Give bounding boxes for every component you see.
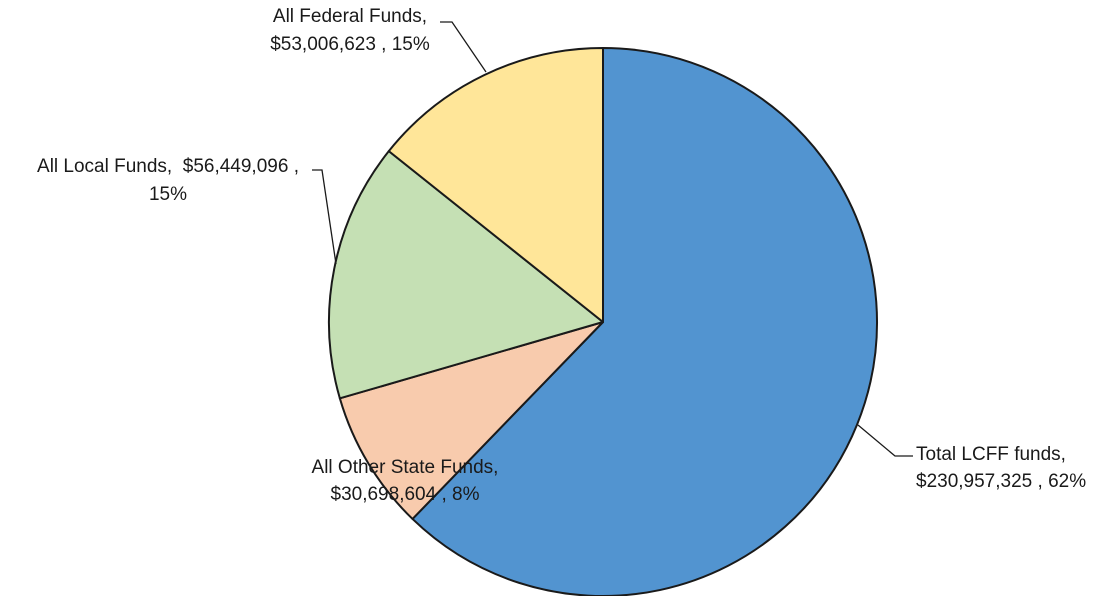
data-label-line: 15% (149, 184, 187, 205)
slice-total-lcff (411, 47, 878, 596)
label-local: All Local Funds, $56,449,096 , 15% (37, 156, 299, 205)
leader-line-total-lcff (857, 424, 913, 457)
pie-slices (328, 47, 878, 596)
leader-line-local (312, 169, 337, 265)
data-label-line: $53,006,623 , 15% (270, 34, 430, 55)
leader-lines (312, 21, 913, 457)
label-total-lcff: Total LCFF funds, $230,957,325 , 62% (916, 444, 1086, 492)
label-other-state: All Other State Funds, $30,698,604 , 8% (312, 457, 499, 505)
slice-federal (387, 47, 604, 323)
data-label-line: All Federal Funds, (273, 6, 427, 27)
data-label-line: Total LCFF funds, (916, 444, 1066, 465)
slice-other-state (338, 321, 604, 520)
leader-line-federal (440, 21, 487, 73)
slice-local (328, 150, 604, 400)
data-label-line: All Other State Funds, (312, 457, 499, 478)
data-label-line: $230,957,325 , 62% (916, 471, 1086, 492)
data-label-line: All Local Funds, $56,449,096 , (37, 156, 299, 177)
data-labels: Total LCFF funds, $230,957,325 , 62% All O… (37, 6, 1086, 505)
label-federal: All Federal Funds, $53,006,623 , 15% (270, 6, 430, 55)
data-label-line: $30,698,604 , 8% (331, 484, 480, 505)
